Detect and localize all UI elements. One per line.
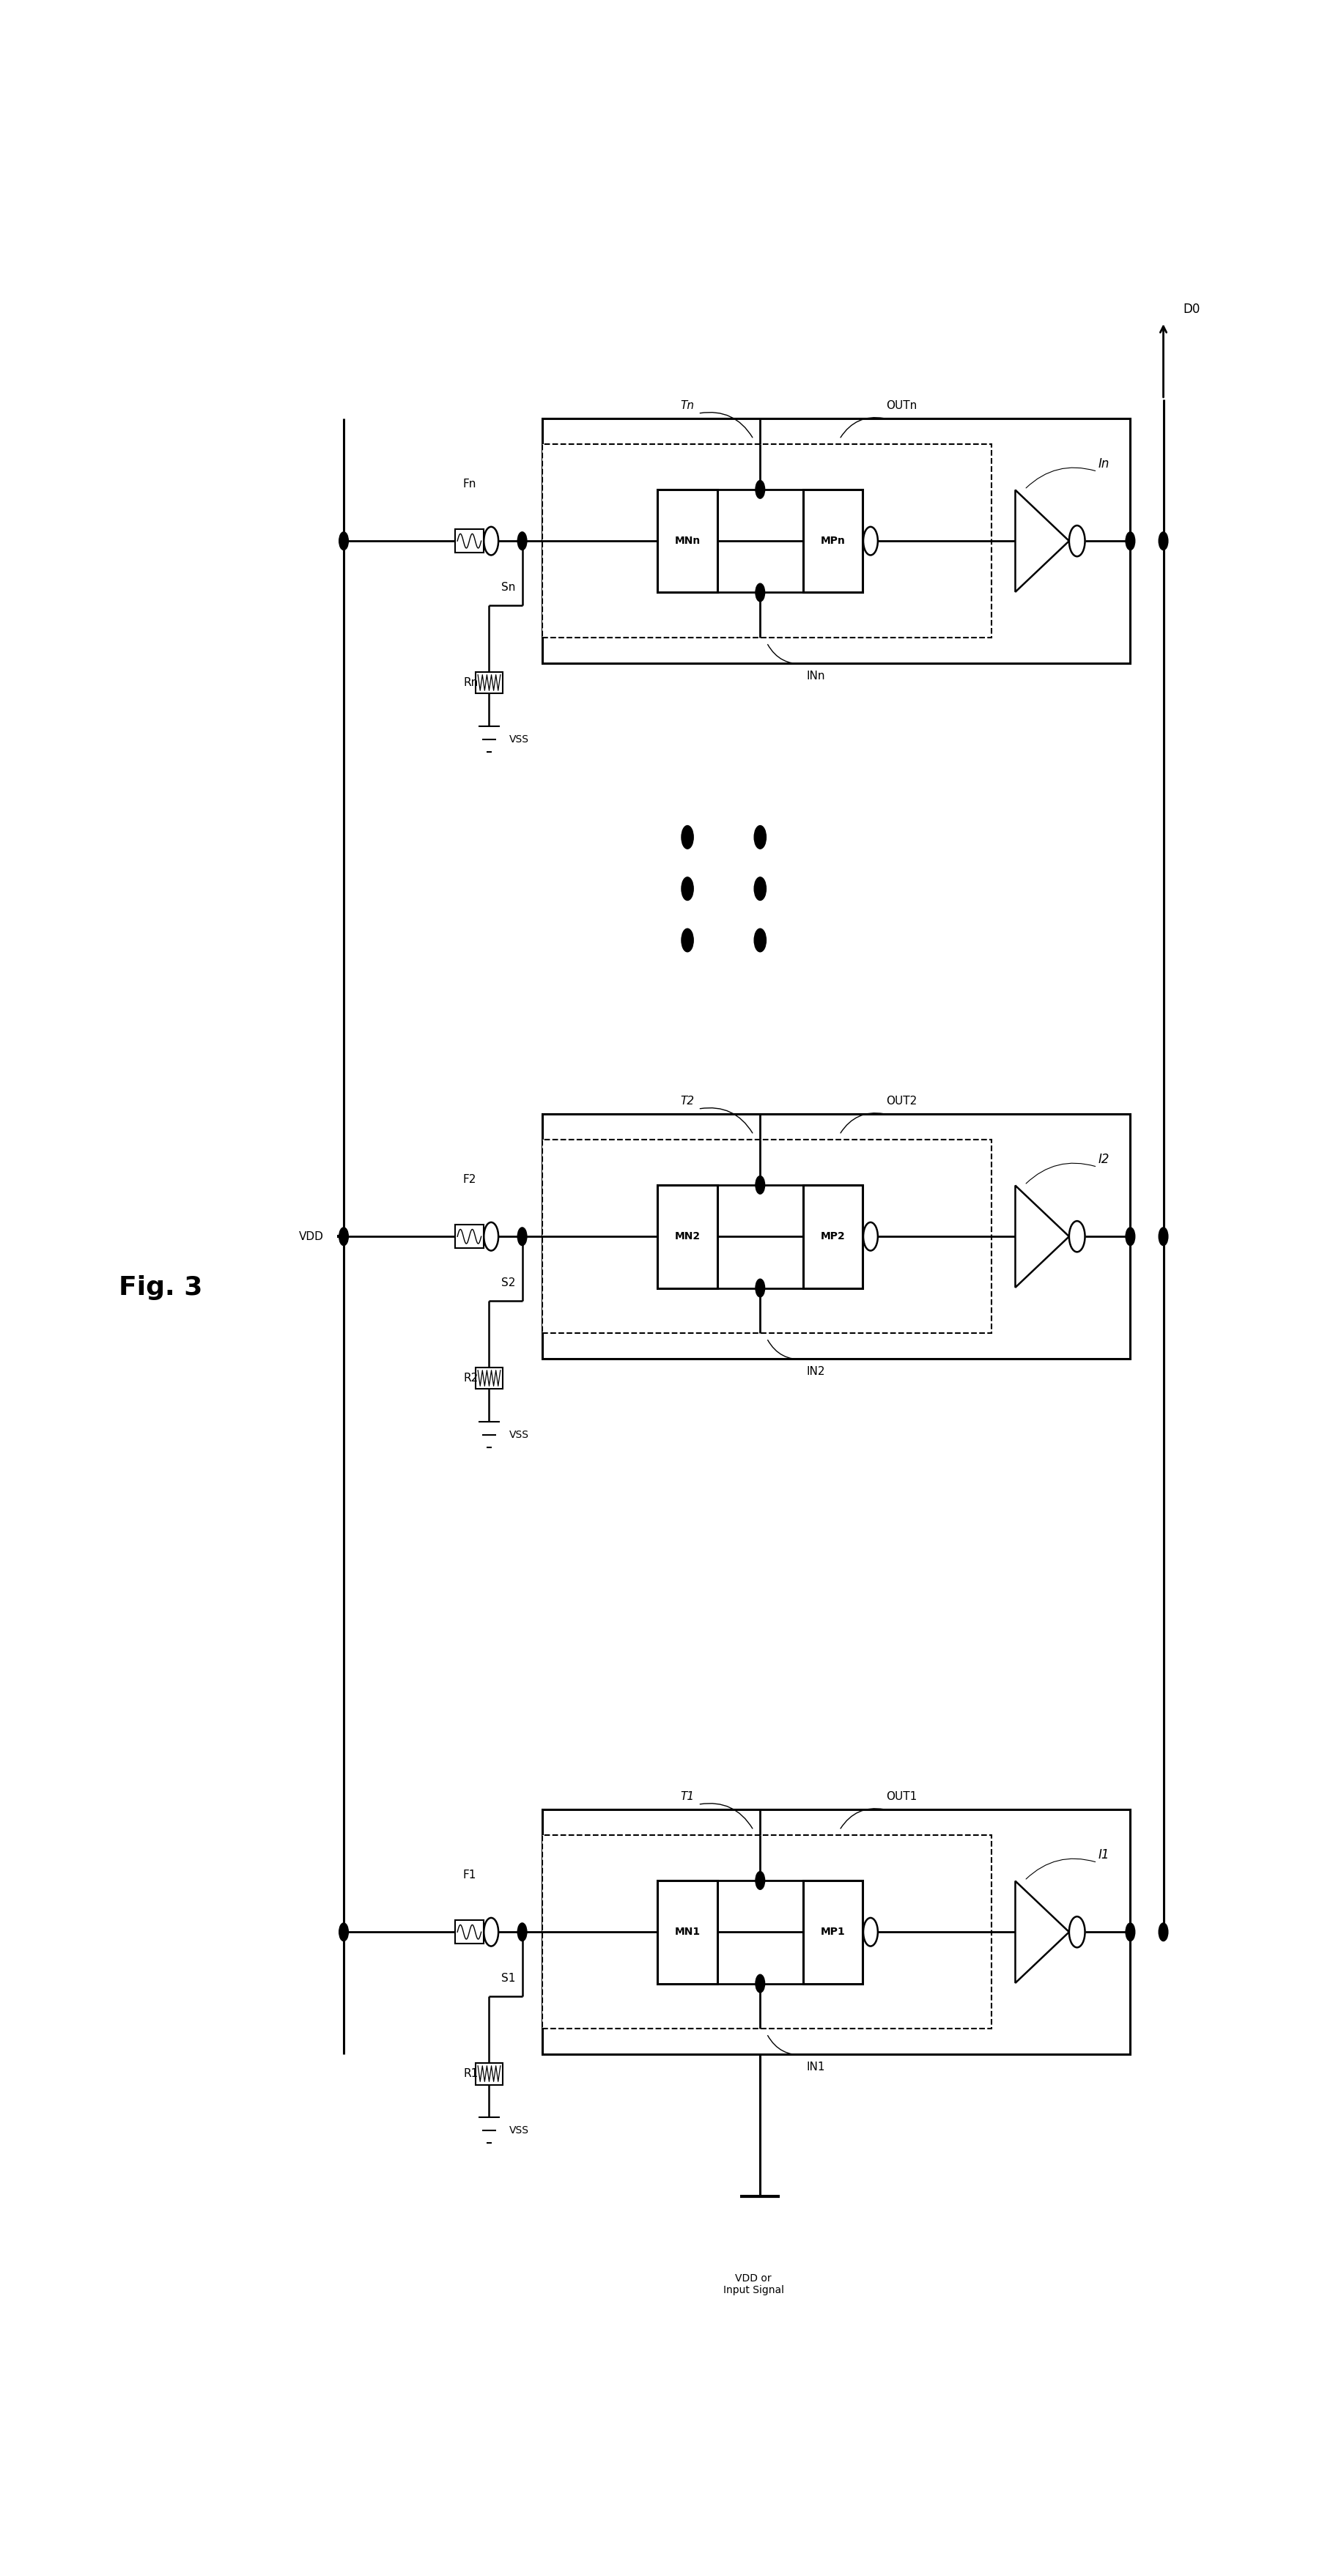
Text: VDD: VDD (299, 1231, 324, 1242)
Bar (802, 489, 862, 592)
Circle shape (1069, 1917, 1085, 1947)
Circle shape (754, 927, 765, 951)
Circle shape (1125, 1922, 1134, 1942)
Text: VSS: VSS (509, 1430, 529, 1440)
Text: OUTn: OUTn (886, 399, 916, 412)
Text: Tn: Tn (680, 399, 694, 412)
Text: T2: T2 (680, 1095, 694, 1108)
Bar (542, 1834, 992, 2030)
Text: VDD or
Input Signal: VDD or Input Signal (723, 2272, 784, 2295)
Bar (542, 1113, 1130, 1360)
Circle shape (755, 1278, 764, 1296)
Circle shape (484, 1221, 498, 1252)
Circle shape (754, 824, 765, 850)
Text: F2: F2 (463, 1175, 476, 1185)
Circle shape (1125, 1226, 1134, 1247)
Circle shape (1069, 526, 1085, 556)
Circle shape (338, 1226, 349, 1247)
Text: S1: S1 (501, 1973, 516, 1984)
Circle shape (484, 528, 498, 554)
Circle shape (517, 533, 526, 549)
Text: Rn: Rn (464, 677, 479, 688)
Circle shape (484, 1917, 498, 1947)
Text: R1: R1 (464, 2069, 479, 2079)
Bar (476, 2063, 502, 2084)
Text: S2: S2 (501, 1278, 516, 1288)
Text: D0: D0 (1183, 301, 1200, 317)
Circle shape (1158, 1226, 1169, 1247)
Circle shape (755, 585, 764, 603)
Circle shape (1158, 1922, 1169, 1942)
Text: R2: R2 (464, 1373, 479, 1383)
Polygon shape (1015, 1185, 1069, 1288)
Circle shape (338, 533, 349, 549)
Circle shape (338, 1922, 349, 1942)
Text: VSS: VSS (509, 734, 529, 744)
Circle shape (682, 824, 693, 850)
Text: In: In (1099, 456, 1109, 471)
Circle shape (682, 927, 693, 951)
Bar (802, 1880, 862, 1984)
Polygon shape (1015, 489, 1069, 592)
Text: MP1: MP1 (821, 1927, 845, 1937)
Circle shape (755, 1175, 764, 1195)
Text: I2: I2 (1099, 1151, 1109, 1167)
Circle shape (755, 479, 764, 500)
Text: MNn: MNn (674, 536, 701, 546)
Bar (455, 528, 484, 554)
Text: T1: T1 (680, 1790, 694, 1803)
Circle shape (863, 1917, 878, 1947)
Circle shape (1125, 533, 1134, 549)
Bar (476, 672, 502, 693)
Polygon shape (1015, 1880, 1069, 1984)
Circle shape (1069, 1221, 1085, 1252)
Bar (476, 1368, 502, 1388)
Bar (542, 1139, 992, 1334)
Text: OUT2: OUT2 (886, 1095, 916, 1108)
Text: Fig. 3: Fig. 3 (119, 1275, 202, 1301)
Circle shape (863, 528, 878, 554)
Circle shape (755, 1870, 764, 1891)
Text: F1: F1 (463, 1870, 476, 1880)
Text: MN1: MN1 (674, 1927, 701, 1937)
Circle shape (863, 1221, 878, 1252)
Bar (658, 489, 717, 592)
Circle shape (517, 1922, 526, 1942)
Circle shape (755, 1973, 764, 1994)
Circle shape (517, 1226, 526, 1247)
Text: IN1: IN1 (806, 2061, 825, 2074)
Text: MP2: MP2 (821, 1231, 845, 1242)
Bar (455, 1226, 484, 1249)
Text: I1: I1 (1099, 1847, 1109, 1862)
Text: IN2: IN2 (806, 1365, 825, 1378)
Text: VSS: VSS (509, 2125, 529, 2136)
Circle shape (682, 876, 693, 902)
Bar (658, 1880, 717, 1984)
Text: Sn: Sn (501, 582, 516, 592)
Text: OUT1: OUT1 (886, 1790, 916, 1803)
Circle shape (1158, 533, 1169, 549)
Circle shape (754, 876, 765, 902)
Bar (542, 417, 1130, 662)
Bar (542, 1808, 1130, 2056)
Text: MPn: MPn (821, 536, 845, 546)
Bar (542, 443, 992, 636)
Bar (455, 1922, 484, 1942)
Text: MN2: MN2 (674, 1231, 701, 1242)
Bar (802, 1185, 862, 1288)
Text: Fn: Fn (463, 479, 476, 489)
Bar (658, 1185, 717, 1288)
Text: INn: INn (806, 670, 825, 683)
